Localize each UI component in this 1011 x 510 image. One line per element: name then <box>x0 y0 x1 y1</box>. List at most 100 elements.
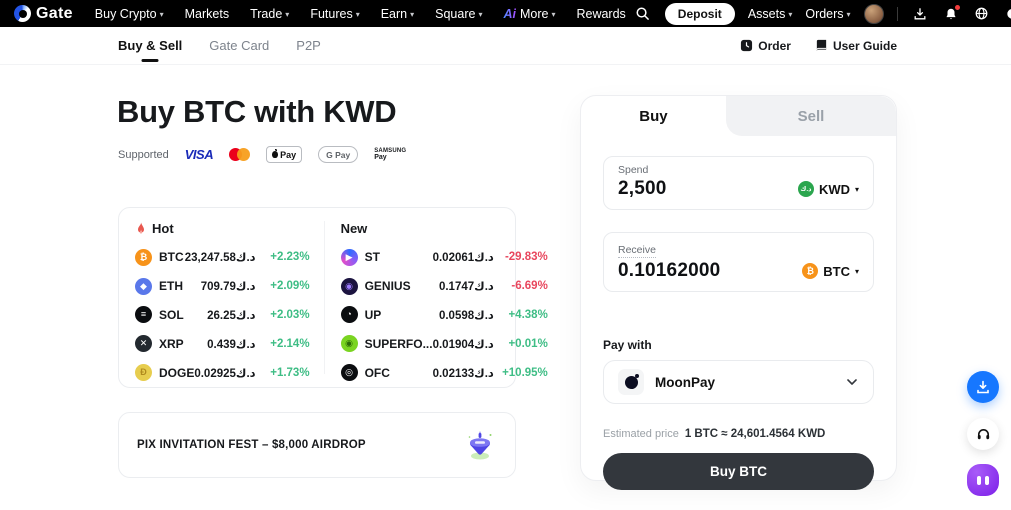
market-row-doge[interactable]: Ð DOGE 0.02925د.ك +1.73% <box>135 358 310 387</box>
spend-input[interactable] <box>618 178 768 200</box>
subnav-links: Order User Guide <box>740 39 897 53</box>
market-row-btc[interactable]: ₿ BTC 23,247.58د.ك +2.23% <box>135 243 310 272</box>
buy-btc-button[interactable]: Buy BTC <box>603 453 874 490</box>
topnav-item-futures[interactable]: Futures ▾ <box>310 7 359 21</box>
market-row-xrp[interactable]: ✕ XRP 0.439د.ك +2.14% <box>135 329 310 358</box>
receive-currency-code: BTC <box>823 263 850 279</box>
estimated-price-value: 1 BTC ≈ 24,601.4564 KWD <box>684 428 826 440</box>
coin-change: +2.09% <box>270 280 310 293</box>
promo-banner-text: PIX INVITATION FEST – $8,000 AIRDROP <box>137 439 366 451</box>
market-row-ofc[interactable]: ◎ OFC 0.02133د.ك +10.95% <box>340 358 548 387</box>
hot-rows: ₿ BTC 23,247.58د.ك +2.23% ◆ ETH 709.79د.ك +2.09… <box>135 243 310 387</box>
topnav-item-trade[interactable]: Trade ▾ <box>250 7 289 21</box>
supported-payments-row: Supported VISA Pay G Pay SAMSUNG Pay <box>118 146 406 163</box>
topnav-item-markets[interactable]: Markets <box>185 7 229 21</box>
coin-symbol: GENIUS <box>364 279 411 294</box>
chevron-down-icon: ▾ <box>854 266 859 276</box>
orders-menu[interactable]: Orders ▾ <box>805 7 850 21</box>
top-navigation-bar: Gate Buy Crypto ▾ Markets Trade ▾ Futures ▾ Ear… <box>0 0 1011 27</box>
notifications-bell-icon[interactable] <box>942 4 960 23</box>
widget-body: Spend د.ك KWD ▾ Receive ₿ BTC ▾ <box>581 136 896 490</box>
payment-provider-select[interactable]: MoonPay <box>603 360 874 404</box>
st-coin-icon: ▶ <box>340 248 358 266</box>
chatbot-eyes-icon <box>977 475 989 485</box>
provider-name: MoonPay <box>655 374 716 390</box>
coin-price: 0.439د.ك <box>207 338 256 351</box>
order-history-icon <box>741 39 753 52</box>
flame-icon <box>138 222 144 234</box>
pay-with-label: Pay with <box>603 338 652 352</box>
gate-logo-text: Gate <box>36 4 73 22</box>
receive-field[interactable]: Receive ₿ BTC ▾ <box>603 232 874 292</box>
coin-price: 0.02061د.ك <box>432 252 494 265</box>
download-icon <box>977 380 989 394</box>
deposit-button[interactable]: Deposit <box>664 2 735 25</box>
spend-label: Spend <box>618 164 649 176</box>
moonpay-icon <box>618 369 644 395</box>
coin-change: +10.95% <box>502 366 548 379</box>
market-row-up[interactable]: ◔ UP 0.0598د.ك +4.38% <box>340 301 548 330</box>
topnav-item-more[interactable]: Ai More ▾ <box>503 7 555 21</box>
gate-logo[interactable]: Gate <box>14 5 73 23</box>
download-app-float-button[interactable] <box>967 371 999 403</box>
tab-gate-card[interactable]: Gate Card <box>209 38 270 53</box>
order-link[interactable]: Order <box>740 39 791 53</box>
spend-field[interactable]: Spend د.ك KWD ▾ <box>603 156 874 210</box>
market-row-genius[interactable]: ◉ GENIUS 0.1747د.ك -6.69% <box>340 272 548 301</box>
superfo-coin-icon: ◉ <box>340 335 358 353</box>
tab-buy[interactable]: Buy <box>639 107 668 125</box>
new-rows: ▶ ST 0.02061د.ك -29.83% ◉ GENIUS 0.1747د.ك -6.6… <box>340 243 548 387</box>
market-row-sol[interactable]: ≡ SOL 26.25د.ك +2.03% <box>135 301 310 330</box>
tab-sell[interactable]: Sell <box>797 107 825 125</box>
coin-price: 709.79د.ك <box>200 281 256 294</box>
promo-banner[interactable]: PIX INVITATION FEST – $8,000 AIRDROP <box>118 412 516 478</box>
receive-input[interactable] <box>618 260 768 282</box>
coin-price: 26.25د.ك <box>207 309 256 322</box>
visa-logo: VISA <box>184 147 214 162</box>
chatbot-float-button[interactable] <box>967 464 999 496</box>
estimated-price-label: Estimated price <box>603 428 679 440</box>
coin-change: +2.03% <box>270 308 310 321</box>
topnav-item-label: Futures <box>310 6 353 21</box>
topnav-item-buy-crypto[interactable]: Buy Crypto ▾ <box>95 7 164 21</box>
spend-currency-selector[interactable]: د.ك KWD ▾ <box>797 181 859 197</box>
sell-tab-background <box>725 96 896 136</box>
search-icon[interactable] <box>634 5 652 23</box>
chevron-down-icon: ▾ <box>159 9 164 19</box>
coin-change: +1.73% <box>270 366 310 379</box>
assets-menu[interactable]: Assets ▾ <box>748 7 793 21</box>
topnav-item-square[interactable]: Square ▾ <box>435 7 482 21</box>
customer-support-float-button[interactable] <box>967 418 999 450</box>
doge-coin-icon: Ð <box>135 364 152 382</box>
secondary-navigation: Buy & Sell Gate Card P2P Order User Guid… <box>0 27 1011 65</box>
assets-label: Assets <box>747 6 786 21</box>
market-row-eth[interactable]: ◆ ETH 709.79د.ك +2.09% <box>135 272 310 301</box>
spend-currency-code: KWD <box>818 181 850 197</box>
tab-buy-and-sell[interactable]: Buy & Sell <box>118 27 182 64</box>
chevron-down-icon: ▾ <box>551 9 556 19</box>
coin-symbol: SUPERFO... <box>364 336 433 351</box>
market-row-st[interactable]: ▶ ST 0.02061د.ك -29.83% <box>340 243 548 272</box>
ofc-coin-icon: ◎ <box>340 364 358 382</box>
topbar-right-cluster: Deposit Assets ▾ Orders ▾ <box>634 2 1011 25</box>
user-guide-label: User Guide <box>832 38 897 53</box>
estimated-price-row: Estimated price 1 BTC ≈ 24,601.4564 KWD <box>603 428 874 440</box>
receive-currency-selector[interactable]: ₿ BTC ▾ <box>802 263 859 279</box>
tab-p2p[interactable]: P2P <box>296 38 321 53</box>
market-row-superfo[interactable]: ◉ SUPERFO... 0.01904د.ك +0.01% <box>340 329 548 358</box>
coin-price: 0.1747د.ك <box>438 281 494 294</box>
chevron-down-icon <box>847 379 857 385</box>
up-coin-icon: ◔ <box>340 306 358 324</box>
user-guide-link[interactable]: User Guide <box>815 39 897 53</box>
btc-coin-icon: ₿ <box>135 248 152 266</box>
dark-mode-moon-icon[interactable] <box>1004 5 1011 23</box>
coin-price: 0.01904د.ك <box>432 338 494 351</box>
download-app-icon[interactable] <box>911 5 929 23</box>
headset-icon <box>977 428 989 439</box>
topnav-item-rewards[interactable]: Rewards <box>576 7 625 21</box>
user-avatar[interactable] <box>863 3 884 24</box>
topnav-item-earn[interactable]: Earn ▾ <box>381 7 414 21</box>
samsung-label: SAMSUNG <box>374 147 407 154</box>
language-globe-icon[interactable] <box>973 5 991 23</box>
coin-change: +2.23% <box>270 251 310 264</box>
